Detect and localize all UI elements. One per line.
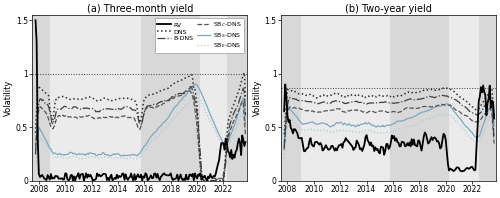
- Y-axis label: Volatility: Volatility: [4, 80, 13, 116]
- Title: (a) Three-month yield: (a) Three-month yield: [86, 4, 193, 14]
- Bar: [449, 15, 478, 181]
- Bar: [50, 15, 141, 181]
- Bar: [200, 15, 227, 181]
- Legend: RV, DNS, B-DNS, SB$_C$-DNS, SB$_S$-DNS, SB$_E$-DNS: RV, DNS, B-DNS, SB$_C$-DNS, SB$_S$-DNS, …: [154, 18, 244, 53]
- Bar: [300, 15, 390, 181]
- Title: (b) Two-year yield: (b) Two-year yield: [345, 4, 432, 14]
- Y-axis label: Volatility: Volatility: [253, 80, 262, 116]
